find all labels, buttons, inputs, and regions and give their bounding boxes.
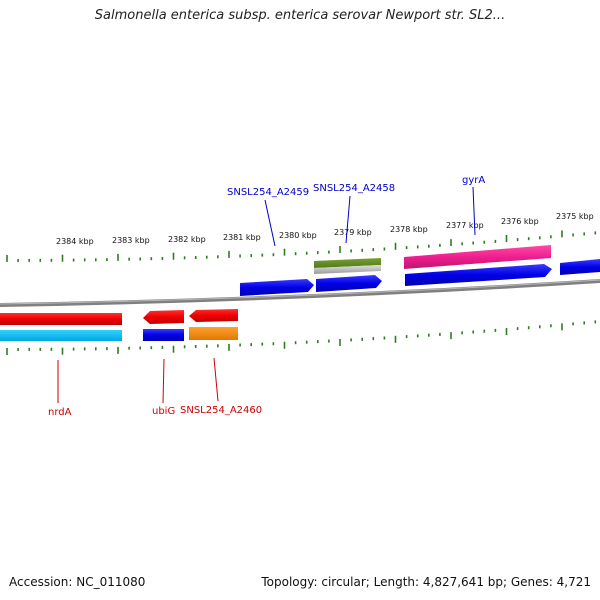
kbp-label-2377: 2377 kbp (446, 221, 484, 230)
kbp-label-2383: 2383 kbp (112, 236, 150, 245)
forward-features (240, 245, 600, 296)
genome-title: Salmonella enterica subsp. enterica sero… (94, 8, 506, 23)
gene-label-snsl254-a2458[interactable]: SNSL254_A2458 (313, 183, 395, 194)
forward-label-lines (264, 186, 476, 247)
kbp-labels: 2384 kbp 2383 kbp 2382 kbp 2381 kbp 2380… (56, 212, 594, 246)
gene-block-nrda[interactable] (0, 313, 122, 325)
leader-line-snsl254-a2460 (213, 357, 219, 402)
leader-line-ubig (162, 358, 165, 404)
gene-arrow-gyra[interactable] (405, 264, 552, 286)
gene-label-snsl254-a2460[interactable]: SNSL254_A2460 (180, 405, 262, 416)
feature-band-cyan[interactable] (0, 330, 122, 341)
leader-line-snsl254-a2459 (264, 199, 276, 247)
gene-label-snsl254-a2459[interactable]: SNSL254_A2459 (227, 187, 309, 198)
gene-labels: SNSL254_A2459 SNSL254_A2458 gyrA nrdA ub… (48, 175, 485, 418)
kbp-label-2376: 2376 kbp (501, 217, 539, 226)
gene-arrow-next[interactable] (560, 259, 600, 275)
gene-block-orange[interactable] (189, 327, 238, 340)
accession-text: Accession: NC_011080 (9, 575, 146, 589)
gene-arrow-snsl254-a2459[interactable] (240, 279, 314, 296)
leader-line-gyra (472, 186, 476, 236)
kbp-label-2375: 2375 kbp (556, 212, 594, 221)
feature-band-pink[interactable] (404, 245, 551, 269)
feature-band-olive[interactable] (314, 258, 381, 268)
gene-arrow-snsl254-a2458[interactable] (316, 275, 382, 292)
reverse-label-lines (57, 357, 219, 404)
genome-backbone-highlight (0, 279, 600, 305)
kbp-label-2381: 2381 kbp (223, 233, 261, 242)
outer-scale-ticks (6, 230, 597, 262)
gene-label-ubig[interactable]: ubiG (152, 406, 175, 417)
inner-scale-ticks (6, 320, 597, 355)
kbp-label-2382: 2382 kbp (168, 235, 206, 244)
gene-arrow-snsl254-a2460[interactable] (189, 309, 238, 322)
feature-band-grey[interactable] (314, 265, 381, 274)
genome-backbone (0, 279, 600, 307)
kbp-label-2378: 2378 kbp (390, 225, 428, 234)
gene-label-nrda[interactable]: nrdA (48, 407, 72, 418)
gene-block-ubig-blue[interactable] (143, 329, 184, 341)
kbp-label-2380: 2380 kbp (279, 231, 317, 240)
leader-line-snsl254-a2458 (345, 195, 351, 244)
reverse-features (0, 309, 238, 341)
topology-text: Topology: circular; Length: 4,827,641 bp… (261, 575, 591, 589)
gene-label-gyra[interactable]: gyrA (462, 175, 485, 186)
gene-arrow-ubig[interactable] (143, 310, 184, 324)
kbp-label-2384: 2384 kbp (56, 237, 94, 246)
kbp-label-2379: 2379 kbp (334, 228, 372, 237)
